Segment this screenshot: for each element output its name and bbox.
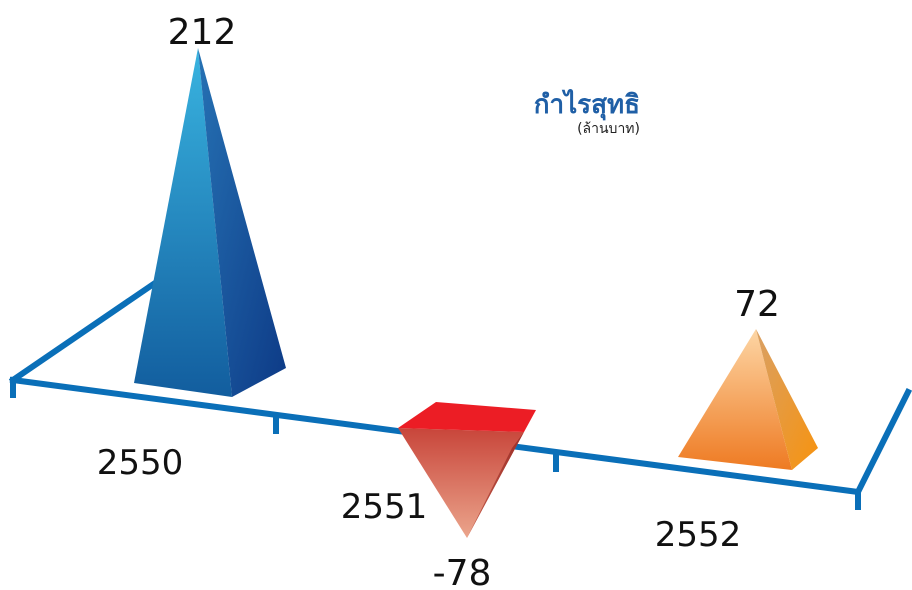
- chart-subtitle: (ล้านบาท): [577, 121, 640, 137]
- bar-2550-front-face: [134, 48, 232, 397]
- bar-2550-side-face: [198, 48, 286, 397]
- bar-2552: [678, 329, 818, 470]
- bar-2550: [134, 48, 286, 397]
- axis-back-right: [853, 387, 912, 497]
- axis-back-left: [8, 278, 160, 385]
- bar-2551-side-face: [467, 432, 524, 538]
- value-label-2550: 212: [168, 12, 237, 53]
- bar-2551-front-face: [398, 428, 524, 538]
- bar-2551: [398, 402, 536, 538]
- chart-title: กำไรสุทธิ: [533, 90, 640, 120]
- category-label-2552: 2552: [655, 515, 742, 555]
- value-label-2552: 72: [734, 284, 780, 325]
- category-label-2551: 2551: [341, 487, 428, 527]
- bar-2552-front-face: [678, 329, 792, 470]
- category-label-2550: 2550: [97, 443, 184, 483]
- bar-2552-side-face: [756, 329, 818, 470]
- bar-2551-top-face: [398, 402, 536, 432]
- value-label-2551: -78: [433, 553, 492, 590]
